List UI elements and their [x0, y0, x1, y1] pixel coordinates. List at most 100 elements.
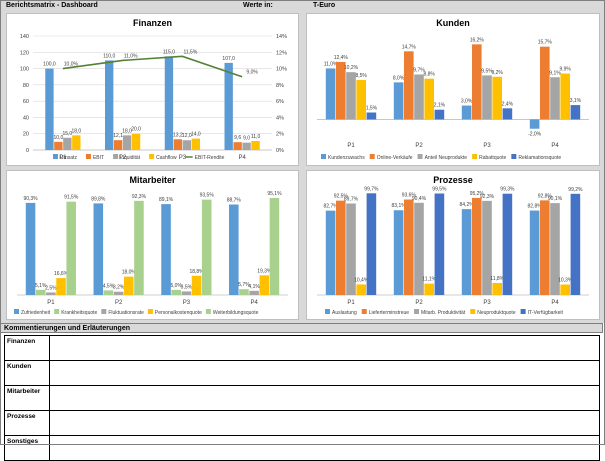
data-label: 16,6%	[54, 271, 69, 277]
bar	[66, 201, 76, 295]
legend-label: Lieferterminstreue	[369, 310, 410, 316]
data-label: 92,3%	[132, 194, 147, 200]
legend-label: Umsatz	[60, 155, 77, 161]
chart-kunden: Kunden P1 11,0%12,4% 10,2% 8,5% 1,5% P2 8,0% 14,…	[317, 18, 589, 161]
bar	[113, 291, 124, 295]
bar	[191, 275, 202, 295]
bar	[346, 72, 356, 120]
bar	[325, 68, 336, 120]
bar	[164, 56, 174, 150]
data-label: 107,0	[222, 56, 235, 62]
data-label: 2,4%	[502, 101, 514, 107]
data-label: 18,8%	[189, 269, 204, 275]
bar	[461, 209, 472, 295]
legend-swatch	[470, 309, 476, 314]
bar	[540, 200, 550, 295]
data-label: 11,0	[251, 134, 261, 140]
legend-swatch	[361, 309, 367, 314]
legend-label: EBIT	[93, 155, 104, 161]
bar	[54, 141, 63, 150]
legend-label: Fluktuationsrate	[108, 310, 144, 316]
data-label: 92,3%	[480, 194, 495, 200]
data-label: -2,0%	[528, 132, 542, 138]
bar	[161, 204, 171, 295]
bar	[550, 203, 560, 295]
comment-field-finanzen[interactable]	[49, 335, 600, 361]
data-label: 18,0	[71, 128, 81, 134]
y-tick-label: 60	[23, 99, 29, 105]
data-label: 20,0	[131, 127, 141, 133]
data-label: 4,5%	[103, 283, 115, 289]
bar	[63, 137, 72, 150]
data-label: 95,1%	[267, 191, 282, 197]
line-data-label: 9,0%	[246, 70, 258, 76]
chart-title: Kunden	[436, 18, 470, 28]
bar	[45, 68, 54, 150]
bar	[529, 119, 540, 129]
data-label: 99,7%	[364, 186, 379, 192]
bar	[131, 133, 141, 150]
bar	[251, 141, 260, 150]
dashboard-title: Berichtsmatrix - Dashboard	[6, 2, 98, 9]
data-label: 3,1%	[570, 98, 582, 104]
comments-section: Kommentierungen und Erläuterungen Finanz…	[0, 323, 605, 461]
bar	[356, 80, 366, 120]
bar	[482, 200, 492, 295]
bar	[529, 210, 540, 295]
data-label: 91,5%	[64, 195, 79, 201]
bar	[346, 203, 356, 295]
legend-label: Neuproduktquote	[477, 310, 516, 316]
bar	[461, 105, 472, 120]
data-label: 13,2	[173, 132, 183, 138]
legend-swatch	[113, 154, 119, 159]
bar	[414, 202, 424, 295]
page-frame	[0, 0, 605, 445]
y-tick-label: 20	[23, 132, 29, 138]
bar	[35, 289, 46, 295]
data-label: 10,2%	[344, 65, 359, 71]
x-tick-label: P1	[59, 155, 67, 161]
bar	[404, 199, 414, 295]
data-label: 99,3%	[500, 187, 515, 193]
y-tick-label: 0	[26, 148, 29, 154]
legend-swatch	[321, 154, 326, 159]
data-label: 89,8%	[91, 196, 106, 202]
line-series	[62, 55, 243, 78]
data-label: 83,1%	[392, 203, 407, 209]
data-label: 84,2%	[460, 202, 475, 208]
chart-mitarbeiter: Mitarbeiter P1 90,3% 5,1%2,5% 16,6% 91,5% P2 89…	[14, 175, 288, 316]
comment-field-prozesse[interactable]	[49, 410, 600, 436]
y2-tick-label: 8%	[276, 83, 284, 89]
data-label: 8,0%	[393, 75, 405, 81]
legend-label: Auslastung	[332, 310, 357, 316]
data-label: 93,5%	[200, 193, 215, 199]
legend-swatch	[511, 154, 517, 159]
bar	[182, 140, 192, 150]
data-label: 90,4%	[412, 196, 427, 202]
data-label: 14,7%	[402, 44, 417, 50]
comment-label: Finanzen	[4, 335, 50, 361]
data-label: 11,8%	[490, 276, 504, 282]
y2-tick-label: 0%	[276, 148, 284, 154]
chart-finanzen: Finanzen 0 20 40 60 80 100 120 140 0% 2% 4% 6% 8% 10% 1…	[20, 18, 287, 161]
data-label: 3,2%	[113, 285, 125, 291]
y2-tick-label: 10%	[276, 67, 287, 73]
y-tick-label: 100	[20, 67, 29, 73]
legend-swatch	[149, 154, 155, 159]
legend-label: Anteil Neuprodukte	[425, 155, 468, 161]
legend-swatch	[369, 154, 375, 159]
bar	[93, 203, 104, 295]
panel-finanzen: Finanzen 0 20 40 60 80 100 120 140 0% 2% 4% 6% 8% 10% 1…	[6, 13, 299, 166]
data-label: 92,5%	[334, 194, 349, 200]
bar	[550, 77, 560, 120]
data-label: 1,5%	[366, 106, 378, 112]
legend-label: Mitarb. Produktivität	[421, 310, 466, 316]
data-label: 5,0%	[171, 283, 183, 289]
legend-label: Rabattquote	[479, 155, 506, 161]
bar	[181, 291, 192, 295]
bar	[393, 82, 404, 120]
data-label: 5,7%	[238, 282, 250, 288]
x-tick-label: P3	[483, 143, 491, 149]
bar	[434, 109, 445, 120]
data-label: 11,1%	[422, 277, 436, 283]
